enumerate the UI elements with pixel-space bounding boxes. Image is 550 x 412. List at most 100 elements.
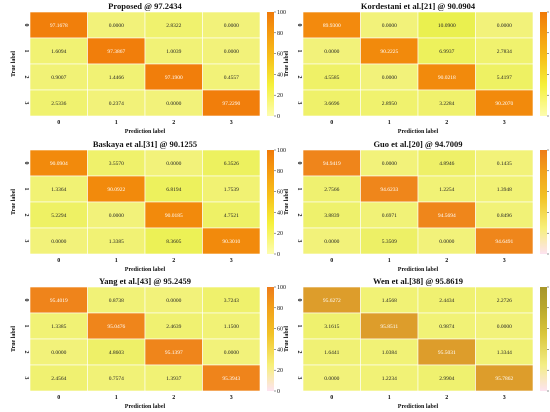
cell-value: 94.6491 <box>495 239 513 245</box>
colorbar-tick-label: 40 <box>277 347 283 353</box>
cell-value: 0.2374 <box>109 101 124 107</box>
heatmap-cell <box>475 63 534 91</box>
cell-value: 90.0922 <box>107 187 125 193</box>
confusion-matrix-panel: Yang et al.[43] @ 95.2459 95.4019 0.8738 0.… <box>11 276 286 410</box>
cell-value: 0.0000 <box>166 298 181 304</box>
y-tick-label: 0 <box>23 162 29 165</box>
heatmap-cell <box>302 89 361 117</box>
cell-value: 2.8322 <box>166 23 181 29</box>
heatmap-cell <box>417 149 476 177</box>
cell-value: 97.2290 <box>222 101 240 107</box>
cell-value: 1.3364 <box>51 187 66 193</box>
colorbar-tick-label: 0 <box>277 389 280 395</box>
cell-value: 3.2284 <box>439 101 454 107</box>
heatmap-cell <box>87 338 146 366</box>
cell-value: 0.6971 <box>382 213 397 219</box>
heatmap-cell <box>29 338 88 366</box>
confusion-matrix-panel: Guo et al.[20] @ 94.7009 94.9419 0.0000 4.8… <box>284 139 549 273</box>
cell-value: 3.7243 <box>224 298 239 304</box>
cell-value: 0.4557 <box>224 75 239 81</box>
cell-value: 94.9419 <box>323 161 341 167</box>
colorbar-tick-label: 20 <box>277 368 283 374</box>
cell-value: 1.3385 <box>51 324 66 330</box>
cell-value: 2.7834 <box>497 49 512 55</box>
heatmap-cell <box>360 63 419 91</box>
x-axis-label: Prediction label <box>398 129 439 135</box>
heatmap-cell <box>29 11 88 39</box>
colorbar-tick-label: 0 <box>277 114 280 120</box>
y-axis-label: True label <box>11 51 17 77</box>
heatmap-cell <box>360 364 419 392</box>
x-tick-label: 2 <box>445 395 448 401</box>
cell-value: 90.3010 <box>222 239 240 245</box>
x-tick-label: 3 <box>230 258 233 264</box>
cell-value: 0.0000 <box>382 23 397 29</box>
cell-value: 0.0000 <box>497 324 512 330</box>
cell-value: 0.0000 <box>166 161 181 167</box>
cell-value: 90.0904 <box>50 161 68 167</box>
heatmap-cell <box>475 149 534 177</box>
cell-value: 2.4434 <box>439 298 454 304</box>
cell-value: 90.0218 <box>438 75 456 81</box>
cell-value: 2.4639 <box>166 324 181 330</box>
cell-value: 97.1900 <box>165 75 183 81</box>
cell-value: 1.0384 <box>382 350 397 356</box>
x-tick-label: 0 <box>330 395 333 401</box>
heatmap-cell <box>302 364 361 392</box>
cell-value: 2.8950 <box>382 101 397 107</box>
x-tick-label: 3 <box>503 120 506 126</box>
cell-value: 1.1500 <box>224 324 239 330</box>
cell-value: 95.4019 <box>50 298 68 304</box>
y-tick-label: 0 <box>23 24 29 27</box>
cell-value: 0.0000 <box>497 23 512 29</box>
colorbar-tick-label: 0 <box>277 252 280 258</box>
x-tick-label: 3 <box>503 258 506 264</box>
y-tick-label: 0 <box>23 299 29 302</box>
heatmap-cell <box>417 338 476 366</box>
y-tick-label: 2 <box>23 76 29 79</box>
x-tick-label: 1 <box>388 395 391 401</box>
y-tick-label: 2 <box>296 351 302 354</box>
cell-value: 95.8511 <box>380 324 398 330</box>
y-tick-label: 3 <box>296 377 302 380</box>
y-tick-label: 0 <box>296 299 302 302</box>
x-axis-label: Prediction label <box>125 267 166 273</box>
heatmap-cell <box>475 37 534 65</box>
heatmap-cell <box>29 364 88 392</box>
y-tick-label: 3 <box>296 102 302 105</box>
cell-value: 0.0000 <box>109 213 124 219</box>
x-tick-label: 3 <box>230 120 233 126</box>
cell-value: 0.8738 <box>109 298 124 304</box>
cell-value: 90.0185 <box>165 213 183 219</box>
cell-value: 0.0000 <box>382 161 397 167</box>
heatmap-cell <box>475 175 534 203</box>
colorbar-tick-label: 100 <box>277 285 286 291</box>
heatmap-cell <box>202 227 261 255</box>
x-tick-label: 1 <box>388 258 391 264</box>
panel-title: Proposed @ 97.2434 <box>108 1 182 11</box>
panel-title: Baskaya et al.[31] @ 90.1255 <box>93 139 197 149</box>
x-tick-label: 0 <box>330 258 333 264</box>
x-tick-label: 2 <box>172 258 175 264</box>
cell-value: 1.2254 <box>439 187 454 193</box>
y-axis-label: True label <box>11 189 17 215</box>
cell-value: 6.3526 <box>224 161 239 167</box>
heatmap-cell <box>302 11 361 39</box>
heatmap-cell <box>475 201 534 229</box>
heatmap-cell <box>417 312 476 340</box>
colorbar-tick-label: 20 <box>277 231 283 237</box>
heatmap-cell <box>302 37 361 65</box>
heatmap-cell <box>417 37 476 65</box>
cell-value: 0.9874 <box>439 324 454 330</box>
heatmap-cell <box>202 286 261 314</box>
cell-value: 0.0000 <box>439 239 454 245</box>
heatmap-cell <box>360 286 419 314</box>
x-tick-label: 0 <box>57 395 60 401</box>
y-tick-label: 1 <box>296 325 302 328</box>
heatmap-cell <box>29 201 88 229</box>
heatmap-cell <box>360 312 419 340</box>
heatmap-cell <box>302 312 361 340</box>
y-axis-label: True label <box>11 326 17 352</box>
cell-value: 1.6094 <box>51 49 66 55</box>
